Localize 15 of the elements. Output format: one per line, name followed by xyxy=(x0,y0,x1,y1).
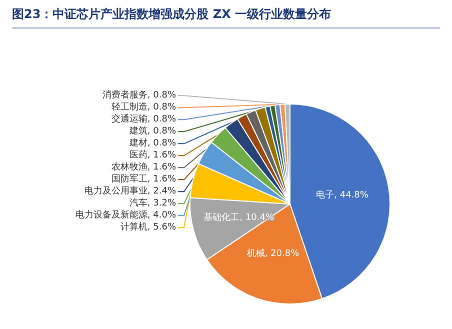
slice-label: 轻工制造, 0.8% xyxy=(111,102,176,113)
slice-label: 机械, 20.8% xyxy=(246,248,300,260)
slice-label: 国防军工, 1.6% xyxy=(111,174,176,185)
slice-label: 计算机, 5.6% xyxy=(120,222,176,233)
slice-label: 消费者服务, 0.8% xyxy=(102,90,176,101)
slice-label: 汽车, 3.2% xyxy=(129,198,176,209)
slice-label: 电子, 44.8% xyxy=(316,189,369,200)
slice-label: 建材, 0.8% xyxy=(128,138,176,149)
slice-label: 电力设备及新能源, 4.0% xyxy=(75,210,176,221)
slice-label: 医药, 1.6% xyxy=(129,150,176,161)
slice-label: 建筑, 0.8% xyxy=(128,126,176,137)
chart-title: 图23：中证芯片产业指数增强成分股 ZX 一级行业数量分布 xyxy=(12,6,440,29)
slice-label: 农林牧渔, 1.6% xyxy=(111,162,176,173)
slice-label: 交通运输, 0.8% xyxy=(111,114,176,125)
slice-label: 电力及公用事业, 2.4% xyxy=(84,186,176,197)
